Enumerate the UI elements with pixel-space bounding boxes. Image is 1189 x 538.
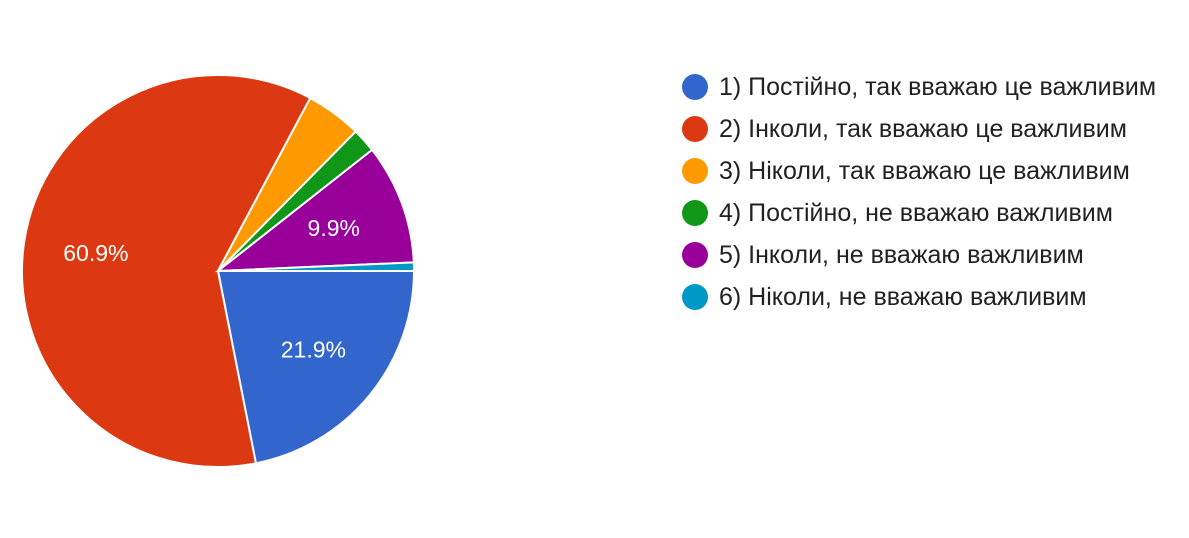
- pie-chart: 21.9% 60.9% 9.9%: [21, 74, 416, 468]
- legend-swatch-4: [682, 200, 708, 226]
- pie-data-label-2: 60.9%: [63, 240, 128, 266]
- legend-label-5: 5) Інколи, не вважаю важливим: [719, 241, 1084, 269]
- legend: 1) Постійно, так вважаю це важливим 2) І…: [682, 70, 1172, 322]
- pie-data-label-5: 9.9%: [308, 215, 360, 241]
- legend-swatch-2: [682, 116, 708, 142]
- legend-swatch-1: [682, 74, 708, 100]
- legend-item-3[interactable]: 3) Ніколи, так вважаю це важливим: [682, 154, 1172, 188]
- legend-item-4[interactable]: 4) Постійно, не вважаю важливим: [682, 196, 1172, 230]
- legend-item-1[interactable]: 1) Постійно, так вважаю це важливим: [682, 70, 1172, 104]
- legend-swatch-6: [682, 284, 708, 310]
- legend-label-2: 2) Інколи, так вважаю це важливим: [719, 115, 1127, 143]
- pie-data-label-1: 21.9%: [281, 336, 346, 362]
- pie-slice-6[interactable]: [217, 261, 416, 272]
- legend-label-3: 3) Ніколи, так вважаю це важливим: [719, 157, 1130, 185]
- pie-slice-1[interactable]: [216, 270, 416, 465]
- legend-swatch-5: [682, 242, 708, 268]
- legend-item-2[interactable]: 2) Інколи, так вважаю це важливим: [682, 112, 1172, 146]
- legend-label-1: 1) Постійно, так вважаю це важливим: [719, 73, 1157, 101]
- pie-slice-5[interactable]: [214, 148, 415, 273]
- pie-slice-2[interactable]: [21, 74, 312, 468]
- legend-item-5[interactable]: 5) Інколи, не вважаю важливим: [682, 238, 1172, 272]
- legend-item-6[interactable]: 6) Ніколи, не вважаю важливим: [682, 280, 1172, 314]
- legend-label-4: 4) Постійно, не вважаю важливим: [719, 199, 1113, 227]
- legend-label-6: 6) Ніколи, не вважаю важливим: [719, 283, 1087, 311]
- legend-swatch-3: [682, 158, 708, 184]
